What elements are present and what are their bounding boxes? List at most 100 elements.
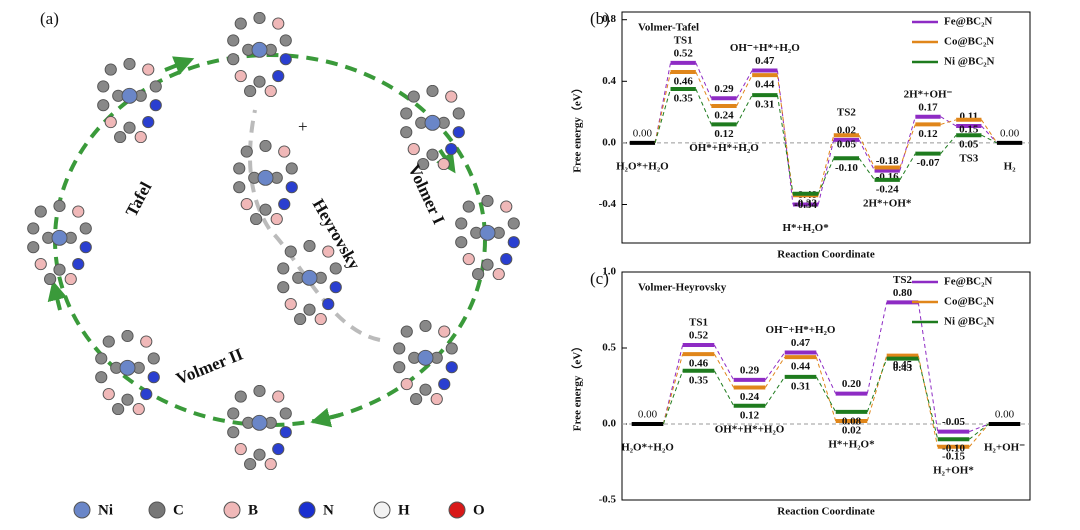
connector xyxy=(940,119,957,125)
chart-title: Volmer-Tafel xyxy=(638,22,699,34)
category-label: H₂O*+H₂O xyxy=(621,442,674,454)
value-label: 0.80 xyxy=(893,287,913,299)
y-axis-label: Free energy（eV） xyxy=(571,82,584,173)
value-label: 0.46 xyxy=(689,358,709,370)
y-tick-label: 0.8 xyxy=(602,13,616,25)
connector xyxy=(764,376,786,407)
value-label: -0.10 xyxy=(835,162,858,174)
y-tick-label: 1.0 xyxy=(602,266,616,278)
connector xyxy=(981,125,998,144)
value-label: 0.12 xyxy=(918,128,938,140)
value-label: -0.07 xyxy=(917,157,940,169)
value-label: 0.35 xyxy=(674,93,694,105)
legend-label: Fe@BC₂N xyxy=(944,276,992,288)
connector xyxy=(662,344,684,425)
value-label: 0.12 xyxy=(740,409,760,421)
connector xyxy=(858,134,876,168)
category-label: H₂ xyxy=(1004,160,1017,172)
connector xyxy=(917,355,939,447)
legend-label: Co@BC₂N xyxy=(944,296,994,308)
connector xyxy=(817,139,835,205)
arrowhead xyxy=(164,56,195,75)
atom-swatch xyxy=(148,501,166,519)
energy-chart: (c) Volmer-Heyrovsky Reaction Coordinate Fr… xyxy=(571,266,1031,518)
connector xyxy=(899,124,916,168)
reference-label: 0.00 xyxy=(1000,127,1020,139)
atom-name: C xyxy=(173,502,184,518)
connector xyxy=(695,71,712,107)
connector xyxy=(764,352,786,381)
legend-label: Ni @BC₂N xyxy=(944,56,995,68)
step-label: Volmer II xyxy=(173,344,246,388)
category-label: TS3 xyxy=(959,153,978,165)
atom-name: Ni xyxy=(98,502,113,518)
atom-swatch xyxy=(373,501,391,519)
value-label: 0.02 xyxy=(842,424,862,436)
connector xyxy=(776,75,794,196)
reference-label: 0.00 xyxy=(638,409,658,421)
connector xyxy=(969,423,989,440)
panel-label: (b) xyxy=(590,9,610,28)
connector xyxy=(736,94,753,125)
value-label: 0.24 xyxy=(740,391,760,403)
y-tick-label: -0.5 xyxy=(599,494,617,506)
connector xyxy=(866,355,888,422)
connector xyxy=(815,376,837,413)
category-label: OH*+H*+H₂O xyxy=(689,142,759,154)
connector xyxy=(713,353,735,388)
connector xyxy=(940,134,957,155)
plus-sign: + xyxy=(298,117,308,136)
atom-legend: Ni C B N H O xyxy=(73,501,485,519)
connector xyxy=(662,353,684,425)
category-label: TS2 xyxy=(837,107,856,119)
legend-label: Fe@BC₂N xyxy=(944,16,992,28)
connector xyxy=(817,135,835,196)
panel-label: (c) xyxy=(590,269,609,288)
connector xyxy=(736,74,753,107)
value-label: 0.24 xyxy=(714,109,734,121)
category-label: TS2 xyxy=(893,274,912,286)
value-label: 0.44 xyxy=(791,361,811,373)
category-label: H₂+OH* xyxy=(933,464,974,476)
atom-name: B xyxy=(248,502,258,518)
value-label: 0.47 xyxy=(755,55,775,67)
connector xyxy=(866,302,888,394)
connector xyxy=(817,158,835,194)
value-label: 0.08 xyxy=(842,415,862,427)
value-label: 0.45 xyxy=(893,359,913,371)
connector xyxy=(764,356,786,388)
connector xyxy=(981,119,998,144)
value-label: -0.15 xyxy=(942,450,965,462)
structures xyxy=(27,12,520,470)
connector xyxy=(815,356,837,422)
atom-name: N xyxy=(323,502,334,518)
y-tick-label: 0.4 xyxy=(602,75,616,87)
connector xyxy=(776,95,794,194)
legend-label: Ni @BC₂N xyxy=(944,316,995,328)
value-label: 0.35 xyxy=(689,374,709,386)
value-label: 0.05 xyxy=(959,139,979,151)
connector xyxy=(981,134,998,144)
y-tick-label: 0.0 xyxy=(602,418,616,430)
step-label: Tafel xyxy=(122,179,156,220)
connector xyxy=(969,423,989,433)
category-label: TS1 xyxy=(674,34,693,46)
arrowhead xyxy=(47,280,68,311)
step-label: Heyrovsky xyxy=(309,196,365,274)
category-label: H₂+OH⁻ xyxy=(984,442,1025,454)
connector xyxy=(662,370,684,425)
connector xyxy=(968,423,990,448)
category-label: H*+H₂O* xyxy=(782,222,829,234)
connector xyxy=(866,358,888,413)
atom-swatch xyxy=(448,501,466,519)
value-label: 0.15 xyxy=(959,123,979,135)
value-label: 0.47 xyxy=(791,337,811,349)
plot-frame xyxy=(621,271,1031,501)
energy-chart: (b) Volmer-Tafel Reaction Coordinate Free e… xyxy=(571,9,1031,261)
connector xyxy=(713,344,735,381)
connector xyxy=(654,62,672,143)
connector xyxy=(654,71,672,144)
connector xyxy=(858,139,875,171)
